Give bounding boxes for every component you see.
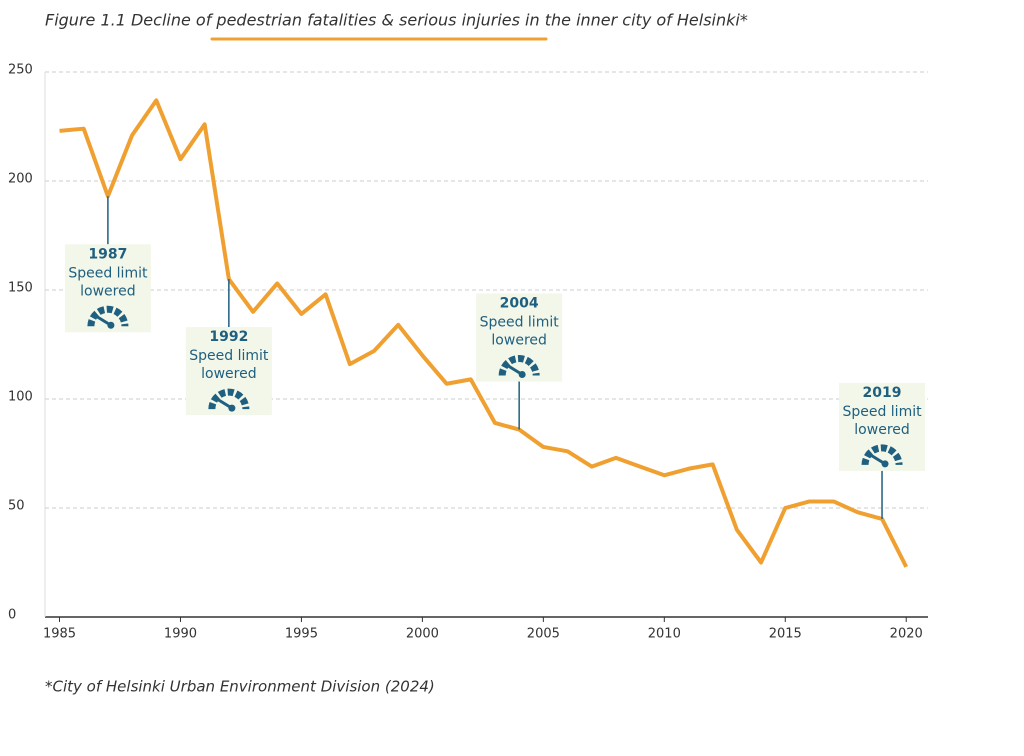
annotation: 2004 Speed limit lowered [476,293,563,382]
x-tick-label: 1990 [164,627,197,642]
gauge-hub [228,404,236,412]
annotation-text: Speed limit [68,265,148,281]
annotation-box [476,293,563,382]
y-tick-label: 150 [8,281,33,296]
chart-title: Figure 1.1 Decline of pedestrian fatalit… [45,11,748,30]
annotation-text: lowered [854,422,909,438]
annotation-text: Speed limit [189,348,269,364]
annotation: 2019 Speed limit lowered [839,382,926,471]
x-tick-label: 1995 [285,627,318,642]
annotation-year: 2004 [500,296,539,312]
annotation-box [185,327,272,416]
annotation-text: Speed limit [842,404,922,420]
y-tick-label: 50 [8,499,25,514]
annotation: 1992 Speed limit lowered [185,327,272,416]
annotation-text: lowered [491,333,546,349]
annotation-box [839,382,926,471]
annotation-box [64,244,151,333]
y-tick-label: 200 [8,172,33,187]
annotation-year: 2019 [863,385,902,401]
x-tick-label: 2020 [890,627,923,642]
annotation-year: 1987 [88,246,127,262]
annotation-text: lowered [201,366,256,382]
x-tick-label: 2000 [406,627,439,642]
data-line [59,98,909,568]
gauge-hub [107,321,115,329]
gauge-hub [518,371,526,379]
gauge-icon [87,305,129,327]
source-note: *City of Helsinki Urban Environment Divi… [45,678,435,696]
x-tick-label: 1985 [43,627,76,642]
gauge-icon [208,388,250,410]
x-tick-label: 2010 [648,627,681,642]
y-tick-label: 0 [8,608,16,623]
annotation-year: 1992 [209,329,248,345]
gauge-icon [861,444,903,466]
x-tick-label: 2005 [527,627,560,642]
annotation-text: Speed limit [480,315,560,331]
gauge-icon [498,355,540,376]
y-tick-label: 250 [8,63,33,78]
y-tick-label: 100 [8,390,33,405]
annotation: 1987 Speed limit lowered [64,244,151,333]
x-tick-label: 2015 [769,627,802,642]
annotation-text: lowered [80,283,135,299]
gauge-hub [881,460,889,468]
